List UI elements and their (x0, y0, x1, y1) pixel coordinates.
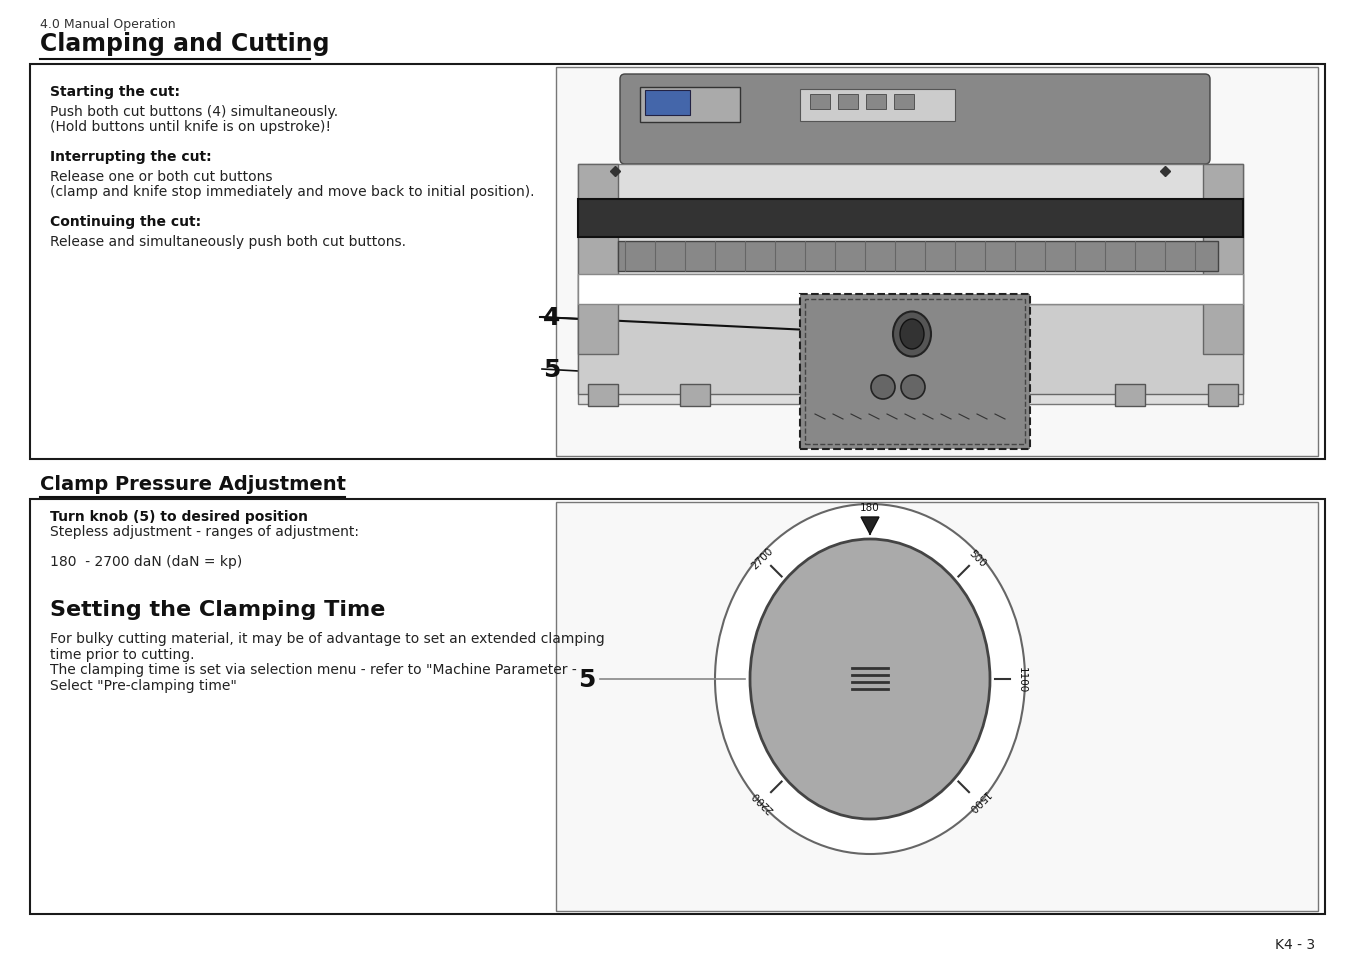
Text: Push both cut buttons (4) simultaneously.: Push both cut buttons (4) simultaneously… (50, 105, 338, 119)
Bar (617, 242, 1219, 272)
Bar (811, 95, 830, 110)
Text: The clamping time is set via selection menu - refer to "Machine Parameter -: The clamping time is set via selection m… (50, 662, 577, 677)
Text: Release one or both cut buttons: Release one or both cut buttons (50, 170, 273, 184)
Text: (Hold buttons until knife is on upstroke)!: (Hold buttons until knife is on upstroke… (50, 120, 331, 133)
Bar (866, 95, 886, 110)
Bar (626, 80, 1205, 160)
Text: 500: 500 (967, 547, 988, 568)
Bar (800, 294, 1029, 450)
Text: time prior to cutting.: time prior to cutting. (50, 647, 195, 661)
Text: (clamp and knife stop immediately and move back to initial position).: (clamp and knife stop immediately and mo… (50, 185, 535, 199)
Bar (1208, 385, 1238, 407)
Polygon shape (861, 517, 880, 535)
Text: Interrupting the cut:: Interrupting the cut: (50, 150, 212, 164)
Text: 1100: 1100 (1017, 666, 1027, 693)
Bar (557, 502, 1319, 911)
Ellipse shape (750, 539, 990, 820)
Text: 180  - 2700 daN (daN = kp): 180 - 2700 daN (daN = kp) (50, 555, 242, 568)
Text: K4 - 3: K4 - 3 (1275, 937, 1315, 951)
Bar (578, 200, 1243, 237)
Circle shape (901, 375, 925, 399)
Text: Turn knob (5) to desired position: Turn knob (5) to desired position (50, 510, 308, 523)
Ellipse shape (900, 319, 924, 350)
Ellipse shape (893, 313, 931, 357)
Text: Starting the cut:: Starting the cut: (50, 85, 180, 99)
Text: 180: 180 (861, 502, 880, 513)
Text: Select "Pre-clamping time": Select "Pre-clamping time" (50, 679, 236, 692)
Text: Clamping and Cutting: Clamping and Cutting (41, 32, 330, 56)
Text: 2200: 2200 (750, 788, 775, 814)
Bar (800, 90, 955, 122)
Bar (30, 65, 1325, 459)
Bar (838, 95, 858, 110)
Bar (644, 91, 690, 116)
Bar (1115, 385, 1146, 407)
Text: 4: 4 (543, 306, 561, 330)
Text: 1500: 1500 (965, 788, 990, 814)
Text: Continuing the cut:: Continuing the cut: (50, 214, 201, 229)
Text: BAUMCUT 31.5: BAUMCUT 31.5 (730, 170, 812, 180)
Bar (588, 385, 617, 407)
Text: Setting the Clamping Time: Setting the Clamping Time (50, 599, 385, 619)
Text: 5: 5 (543, 357, 561, 381)
Text: For bulky cutting material, it may be of advantage to set an extended clamping: For bulky cutting material, it may be of… (50, 631, 605, 645)
Bar (1202, 165, 1243, 355)
Bar (640, 88, 740, 123)
Bar (557, 68, 1319, 456)
Bar (680, 385, 711, 407)
Circle shape (871, 375, 894, 399)
Bar (578, 305, 1243, 395)
Text: 2700: 2700 (750, 545, 775, 571)
Text: Stepless adjustment - ranges of adjustment:: Stepless adjustment - ranges of adjustme… (50, 524, 359, 538)
Text: 5: 5 (578, 667, 594, 691)
Bar (578, 165, 1243, 405)
Text: Clamp Pressure Adjustment: Clamp Pressure Adjustment (41, 475, 346, 494)
Bar (578, 165, 617, 355)
Bar (578, 274, 1243, 305)
Text: 4.0 Manual Operation: 4.0 Manual Operation (41, 18, 176, 30)
Bar (30, 499, 1325, 914)
Bar (894, 95, 915, 110)
Ellipse shape (715, 504, 1025, 854)
Bar (805, 299, 1025, 444)
FancyBboxPatch shape (620, 75, 1210, 165)
Text: Release and simultaneously push both cut buttons.: Release and simultaneously push both cut… (50, 234, 407, 249)
